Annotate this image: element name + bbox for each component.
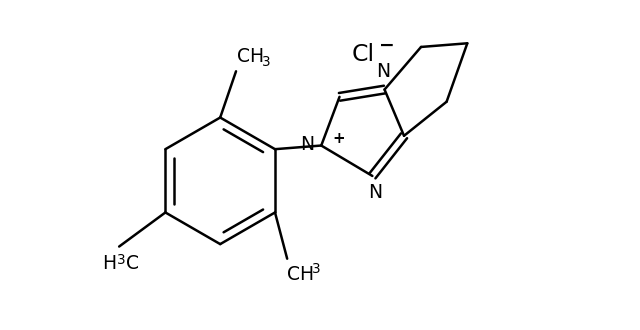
Text: H: H [102, 254, 116, 273]
Text: CH: CH [237, 48, 264, 66]
Text: CH: CH [287, 265, 314, 284]
Text: N: N [376, 62, 390, 81]
Text: +: + [332, 131, 345, 146]
Text: 3: 3 [312, 262, 320, 276]
Text: N: N [300, 135, 314, 154]
Text: −: − [379, 36, 395, 55]
Text: 3: 3 [117, 253, 126, 267]
Text: C: C [127, 254, 140, 273]
Text: 3: 3 [262, 55, 270, 69]
Text: Cl: Cl [352, 43, 375, 66]
Text: N: N [368, 183, 382, 202]
